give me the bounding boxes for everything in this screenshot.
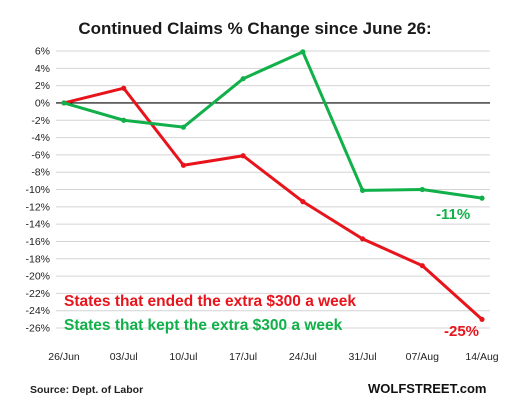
y-tick-label: -22% bbox=[25, 288, 50, 300]
data-point bbox=[300, 199, 306, 205]
data-point bbox=[419, 263, 425, 269]
y-tick-label: -8% bbox=[31, 167, 50, 179]
y-tick-label: -26% bbox=[25, 323, 50, 335]
series-layer bbox=[61, 49, 485, 322]
x-tick-label: 31/Jul bbox=[349, 351, 377, 363]
brand-logo: WOLFSTREET.com bbox=[368, 381, 486, 396]
data-point bbox=[300, 49, 306, 55]
data-point bbox=[180, 162, 187, 168]
y-tick-label: -4% bbox=[31, 132, 50, 144]
y-axis: 6% 4% 2% 0% -2% -4% -6% -8% -10% -12% -14% -16% -18%… bbox=[25, 46, 50, 335]
data-point bbox=[121, 117, 127, 123]
y-tick-label: -12% bbox=[25, 201, 50, 213]
x-tick-label: 14/Aug bbox=[465, 351, 498, 363]
y-tick-label: -20% bbox=[25, 271, 50, 283]
data-point bbox=[121, 85, 127, 91]
legend-ended: States that ended the extra $300 a week bbox=[64, 293, 356, 310]
series-line-kept bbox=[62, 50, 484, 200]
end-label-ended: -25% bbox=[444, 323, 479, 340]
x-tick-label: 17/Jul bbox=[229, 351, 257, 363]
data-point bbox=[180, 124, 187, 130]
data-point bbox=[240, 153, 246, 159]
x-axis: 26/Jun 03/Jul 10/Jul 17/Jul 24/Jul 31/Jul 07/A… bbox=[48, 351, 499, 363]
x-tick-label: 26/Jun bbox=[48, 351, 80, 363]
y-tick-label: -6% bbox=[31, 149, 50, 161]
x-tick-label: 07/Aug bbox=[406, 351, 439, 363]
chart-title: Continued Claims % Change since June 26: bbox=[78, 19, 431, 38]
y-tick-label: -14% bbox=[25, 219, 50, 231]
data-point bbox=[479, 195, 485, 201]
y-tick-label: 2% bbox=[35, 80, 50, 92]
x-tick-label: 10/Jul bbox=[169, 351, 197, 363]
y-tick-label: -24% bbox=[25, 305, 50, 317]
data-point bbox=[479, 316, 485, 322]
source-note: Source: Dept. of Labor bbox=[30, 384, 143, 396]
series-line-ended bbox=[62, 86, 484, 321]
data-point bbox=[359, 187, 366, 193]
data-point bbox=[61, 100, 67, 106]
y-tick-label: -2% bbox=[31, 115, 50, 127]
y-tick-label: 0% bbox=[35, 97, 50, 109]
grid bbox=[56, 50, 490, 329]
end-label-kept: -11% bbox=[436, 206, 470, 223]
x-tick-label: 24/Jul bbox=[289, 351, 317, 363]
y-tick-label: -10% bbox=[25, 184, 50, 196]
y-tick-label: 6% bbox=[35, 46, 50, 58]
legend-kept: States that kept the extra $300 a week bbox=[64, 317, 343, 334]
data-point bbox=[359, 236, 366, 242]
y-tick-label: -18% bbox=[25, 253, 50, 265]
data-point bbox=[419, 186, 425, 193]
data-point bbox=[240, 76, 246, 82]
x-tick-label: 03/Jul bbox=[110, 351, 138, 363]
y-tick-label: -16% bbox=[25, 236, 50, 248]
y-tick-label: 4% bbox=[35, 63, 50, 75]
